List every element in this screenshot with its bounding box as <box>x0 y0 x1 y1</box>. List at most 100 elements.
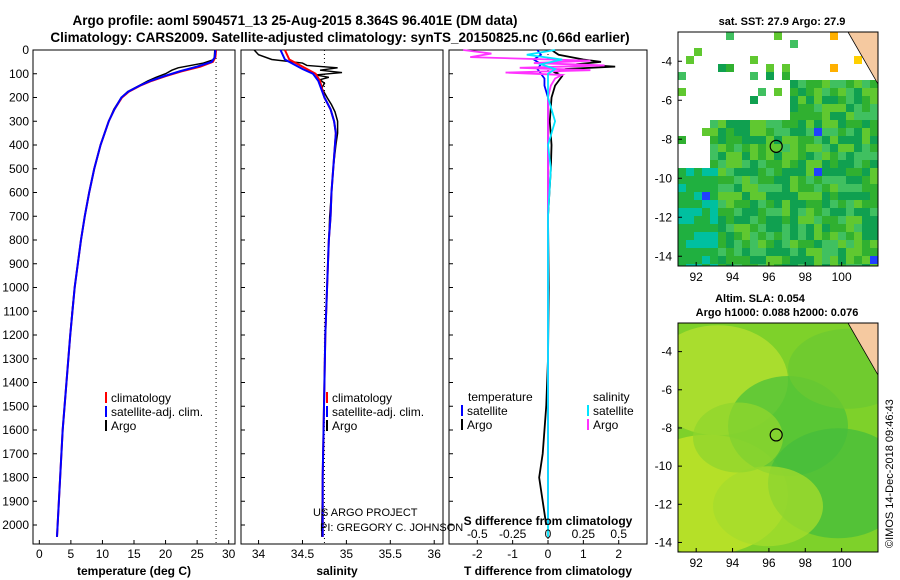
sst-cell <box>822 160 830 168</box>
salinity-panel: 34 34.5 35 35.5 36 salinity climatologysatel… <box>240 49 463 578</box>
sst-cell <box>766 136 774 144</box>
sst-cell <box>750 200 758 208</box>
sst-cell <box>838 128 846 136</box>
imos-credit: ©IMOS 14-Dec-2018 09:46:43 <box>884 399 896 548</box>
map-x-tick-label: 100 <box>832 270 852 284</box>
sst-cell <box>774 240 782 248</box>
sst-cell <box>742 168 750 176</box>
sst-cell <box>678 184 686 192</box>
sst-cell <box>774 264 782 266</box>
sst-cell <box>806 104 814 112</box>
sst-cell <box>846 152 854 160</box>
sst-cell <box>870 80 878 88</box>
sst-cell <box>726 208 734 216</box>
sst-cell <box>774 32 782 40</box>
sst-cell <box>766 208 774 216</box>
sst-cell <box>846 96 854 104</box>
sst-cell <box>678 232 686 240</box>
sst-cell <box>846 216 854 224</box>
sst-cell <box>798 160 806 168</box>
sst-cell <box>790 176 798 184</box>
sst-cell <box>814 232 822 240</box>
sst-cell <box>726 216 734 224</box>
sst-cell <box>806 232 814 240</box>
sst-cell <box>774 128 782 136</box>
sst-cell <box>806 208 814 216</box>
sst-cell <box>774 200 782 208</box>
sst-cell <box>846 184 854 192</box>
map-x-tick-label: 100 <box>832 556 852 570</box>
sst-cell <box>790 248 798 256</box>
sst-cell <box>766 176 774 184</box>
sst-cell <box>838 216 846 224</box>
sst-cell <box>750 56 758 64</box>
sst-cell <box>726 240 734 248</box>
sst-cell <box>854 152 862 160</box>
sst-cell <box>798 112 806 120</box>
sst-cell <box>734 224 742 232</box>
sst-cell <box>742 160 750 168</box>
map-frame <box>677 322 879 553</box>
sst-cell <box>758 128 766 136</box>
x-tick-label: 25 <box>190 547 204 561</box>
sst-cell <box>806 184 814 192</box>
sst-cell <box>726 152 734 160</box>
sst-cell <box>862 120 870 128</box>
sst-cell <box>718 240 726 248</box>
x-tick-label: 1 <box>580 547 587 561</box>
sst-cell <box>838 80 846 88</box>
sst-cell <box>758 184 766 192</box>
sst-cell <box>710 160 718 168</box>
sst-cell <box>830 128 838 136</box>
sst-cell <box>710 152 718 160</box>
sst-cell <box>742 240 750 248</box>
sst-cell <box>830 160 838 168</box>
sst-cell <box>694 48 702 56</box>
sst-cell <box>798 144 806 152</box>
sst-cell <box>758 264 766 266</box>
sst-cell <box>766 128 774 136</box>
sst-cell <box>790 40 798 48</box>
sst-cell <box>830 32 838 40</box>
sst-cell <box>702 208 710 216</box>
sst-cell <box>870 168 878 176</box>
depth-tick-label: 500 <box>9 162 29 176</box>
sst-cell <box>782 160 790 168</box>
sst-cell <box>806 80 814 88</box>
map-field <box>678 323 878 552</box>
depth-tick-label: 1800 <box>2 471 29 485</box>
figure-title-line2: Climatology: CARS2009. Satellite-adjuste… <box>50 30 629 45</box>
sst-cell <box>750 120 758 128</box>
sst-cell <box>790 224 798 232</box>
sst-cell <box>678 168 686 176</box>
sst-cell <box>702 200 710 208</box>
sst-cell <box>838 136 846 144</box>
sst-cell <box>734 200 742 208</box>
sst-cell <box>702 184 710 192</box>
depth-tick-label: 900 <box>9 257 29 271</box>
sst-cell <box>870 208 878 216</box>
sst-cell <box>846 192 854 200</box>
map-frame <box>677 31 879 267</box>
sst-cell <box>758 200 766 208</box>
sst-cell <box>734 128 742 136</box>
sst-cell <box>846 240 854 248</box>
x-tick-label: 0 <box>36 547 43 561</box>
sst-cell <box>790 128 798 136</box>
sst-cell <box>862 152 870 160</box>
sst-cell <box>758 88 766 96</box>
series-line-t-argo <box>538 49 616 526</box>
sst-cell <box>862 184 870 192</box>
sst-cell <box>702 168 710 176</box>
sst-cell <box>854 88 862 96</box>
sst-cell <box>790 120 798 128</box>
sst-cell <box>814 136 822 144</box>
sst-cell <box>766 168 774 176</box>
sst-cell <box>830 232 838 240</box>
sst-cell <box>718 184 726 192</box>
series-line-argo <box>253 49 343 537</box>
sst-cell <box>806 96 814 104</box>
sst-cell <box>782 120 790 128</box>
sst-cell <box>806 224 814 232</box>
legend-label: climatology <box>332 391 392 405</box>
